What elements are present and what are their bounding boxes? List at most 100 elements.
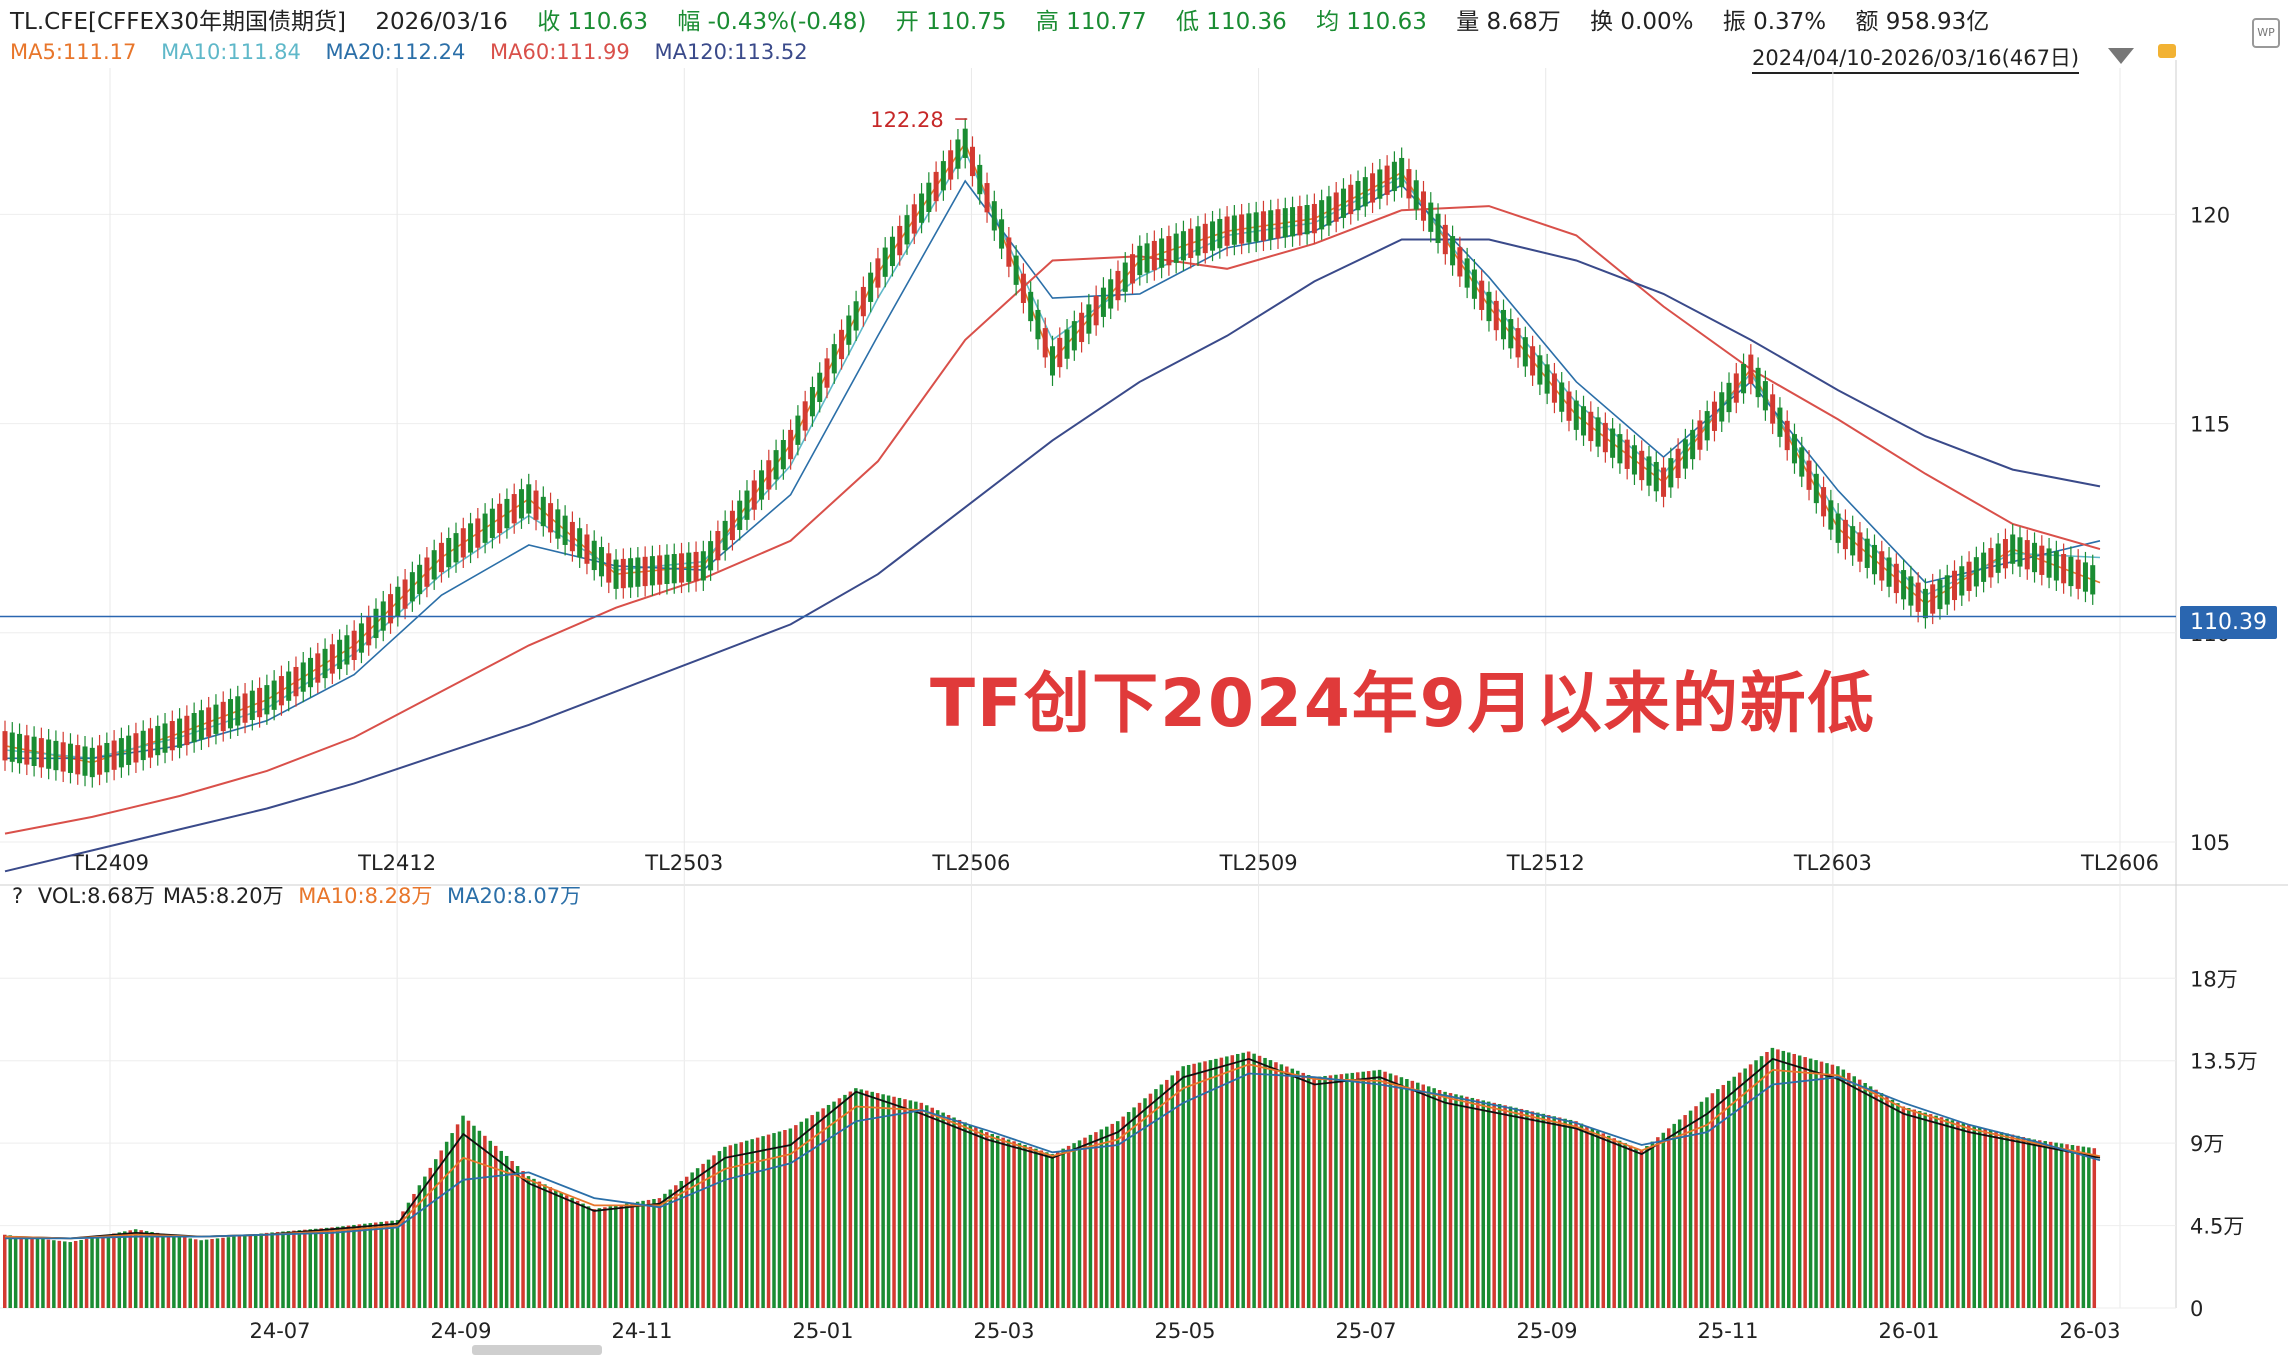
volume-bar <box>123 1231 127 1308</box>
candle-body <box>518 489 524 519</box>
vol-legend-vol: VOL:8.68万 <box>37 884 155 908</box>
chevron-down-icon[interactable] <box>2108 48 2134 64</box>
candle-body <box>97 745 103 775</box>
candle-body <box>1952 570 1958 601</box>
candle-body <box>2046 548 2052 578</box>
candle-body <box>1384 165 1390 195</box>
volume-bar <box>243 1235 247 1308</box>
volume-bar <box>1830 1064 1835 1308</box>
volume-bar <box>1699 1101 1704 1308</box>
volume-bar <box>30 1237 34 1308</box>
volume-bar <box>739 1142 744 1308</box>
volume-bar <box>930 1107 934 1308</box>
horizontal-scrollbar[interactable] <box>472 1345 602 1355</box>
contract-label: TL2506 <box>931 851 1010 875</box>
volume-bar <box>1263 1057 1267 1308</box>
volume-bar <box>259 1233 263 1308</box>
candle-body <box>1661 467 1667 497</box>
candle-body <box>1086 304 1092 334</box>
date-range-selector[interactable]: 2024/04/10-2026/03/16(467日) <box>1752 42 2080 74</box>
volume-bar <box>619 1204 623 1308</box>
volume-bar <box>1606 1135 1611 1308</box>
volume-bar <box>52 1240 56 1308</box>
volume-bar <box>1868 1086 1873 1308</box>
volume-bar <box>1034 1148 1038 1308</box>
volume-bar <box>1574 1121 1578 1308</box>
volume-bar <box>810 1115 814 1308</box>
volume-bar <box>1525 1110 1529 1308</box>
volume-bar <box>384 1221 389 1308</box>
candle-body <box>1857 532 1863 562</box>
volume-bar <box>1950 1120 1955 1308</box>
candle-body <box>1064 329 1070 359</box>
candle-body <box>388 594 394 624</box>
volume-bar <box>1072 1143 1076 1308</box>
volume-bar <box>744 1140 749 1308</box>
volume-bar <box>112 1233 116 1308</box>
volume-bar <box>657 1198 662 1308</box>
candle-body <box>1493 300 1499 331</box>
volume-bar <box>1301 1072 1305 1308</box>
candle-body <box>1653 461 1659 492</box>
candle-body <box>2032 542 2038 573</box>
candle-body <box>788 429 794 460</box>
volume-bar <box>95 1236 100 1308</box>
volume-bar <box>101 1235 105 1308</box>
volume-bar <box>455 1124 460 1308</box>
candle-body <box>897 225 903 256</box>
volume-bar <box>1705 1097 1709 1308</box>
vol-legend-ma5: MA5:8.20万 <box>162 884 284 908</box>
candle-body <box>2068 556 2074 587</box>
volume-bar <box>1055 1151 1060 1308</box>
volume-bar <box>543 1184 547 1308</box>
candle-body <box>1471 269 1477 299</box>
candle-body <box>402 579 408 609</box>
volume-bar <box>1541 1113 1546 1308</box>
volume-bar <box>843 1094 847 1308</box>
candle-body <box>1573 400 1579 430</box>
candle-body <box>1413 180 1419 210</box>
ma120-legend: MA120:113.52 <box>654 40 808 64</box>
candle-body <box>286 671 292 701</box>
candle-body <box>424 557 430 587</box>
candle-body <box>1755 367 1761 398</box>
lock-icon[interactable] <box>2158 44 2176 58</box>
candle-body <box>679 553 685 583</box>
volume-bar <box>2016 1135 2020 1308</box>
volume-bar <box>1366 1071 1371 1308</box>
volume-bar <box>1956 1121 1960 1308</box>
volume-bar <box>1972 1126 1977 1308</box>
volume-bar <box>461 1115 465 1308</box>
volume-bar <box>1159 1084 1164 1308</box>
volume-bar <box>1792 1053 1796 1308</box>
candle-body <box>889 236 895 267</box>
candle-body <box>1631 445 1637 475</box>
candle-body <box>1719 392 1725 422</box>
wp-icon[interactable]: WP <box>2252 18 2280 48</box>
volume-bar <box>1863 1082 1867 1308</box>
volume-bar <box>1192 1063 1196 1308</box>
volume-bar <box>346 1225 351 1308</box>
volume-bar <box>1001 1137 1005 1308</box>
volume-bar <box>41 1239 45 1308</box>
candle-body <box>766 460 772 490</box>
candle-body <box>751 480 757 510</box>
open-price: 开 110.75 <box>895 9 1007 35</box>
volume-bar <box>483 1135 487 1308</box>
volume-bar <box>215 1238 220 1308</box>
candle-body <box>1842 519 1848 550</box>
volume-bar <box>270 1232 274 1308</box>
volume-bar <box>1361 1071 1365 1308</box>
volume-bar <box>150 1231 154 1308</box>
help-icon[interactable]: ? <box>12 884 24 908</box>
price-y-tick: 105 <box>2190 831 2230 855</box>
volume-bar <box>641 1200 645 1308</box>
candle-body <box>1137 245 1143 276</box>
volume-bar <box>1890 1099 1895 1308</box>
volume-bar <box>548 1187 553 1308</box>
candle-body <box>1501 309 1507 340</box>
volume-bar <box>155 1232 160 1308</box>
candle-body <box>475 518 481 548</box>
volume-x-tick: 25-09 <box>1516 1319 1577 1343</box>
